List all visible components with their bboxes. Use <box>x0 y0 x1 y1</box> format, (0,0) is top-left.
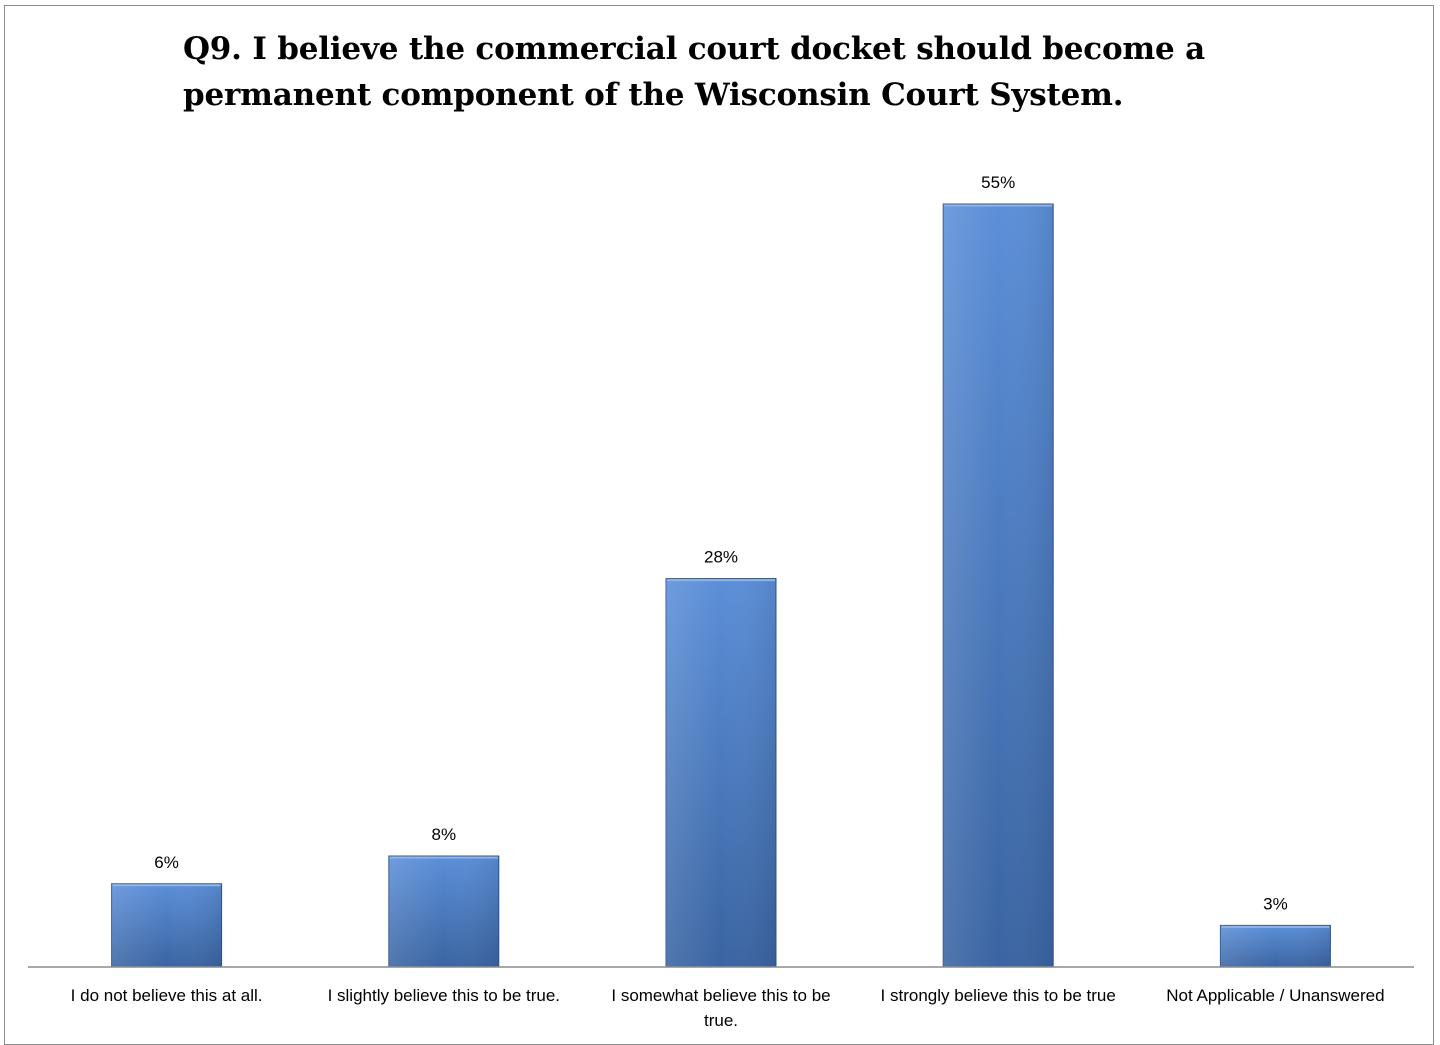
data-label: 8% <box>432 825 457 844</box>
data-label: 55% <box>981 173 1015 192</box>
bar-shading <box>388 856 499 967</box>
data-label: 3% <box>1263 894 1288 913</box>
bar-shading <box>943 204 1054 967</box>
labels-layer: 6% I do not believe this at all. 8% I sligh… <box>71 173 1385 1030</box>
bar-shading <box>111 883 222 967</box>
bar-shading <box>666 578 776 967</box>
bars-layer <box>111 203 1331 968</box>
category-label: Not Applicable / Unanswered <box>1166 986 1384 1005</box>
category-label: I do not believe this at all. <box>71 986 263 1005</box>
category-label: I somewhat believe this to be <box>611 986 830 1005</box>
data-label: 6% <box>154 853 179 872</box>
chart-title: Q9. I believe the commercial court docke… <box>183 31 1206 113</box>
data-label: 28% <box>704 548 738 567</box>
category-label: I strongly believe this to be true <box>881 986 1116 1005</box>
bar-shading <box>1220 925 1331 967</box>
category-label: true. <box>704 1011 738 1030</box>
category-label: I slightly believe this to be true. <box>328 986 560 1005</box>
